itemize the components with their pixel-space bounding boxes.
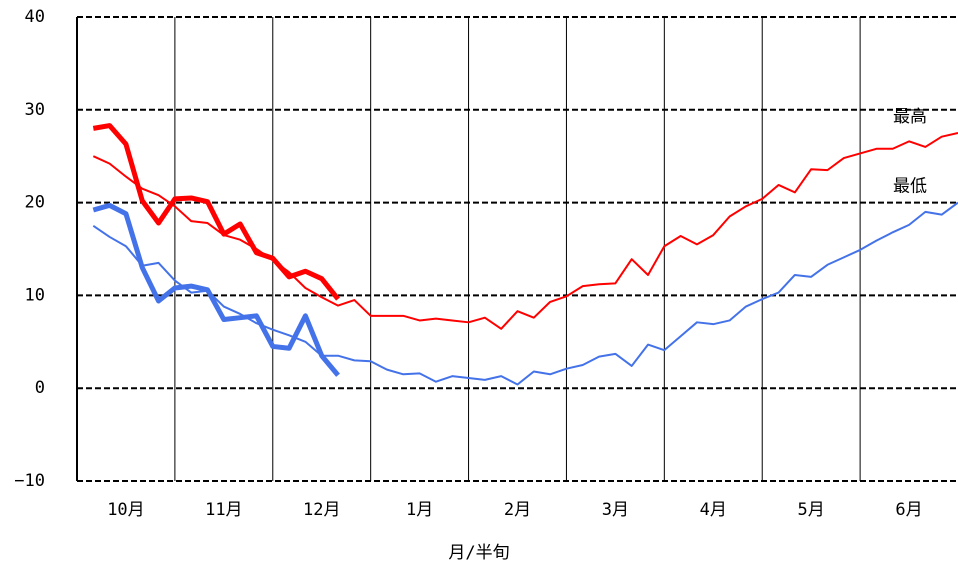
y-tick-label: 0 [35,378,45,398]
series-line [92,123,340,301]
y-tick-label: 40 [25,7,45,27]
x-tick-label: 5月 [798,500,825,520]
x-tick-label: 6月 [895,500,922,520]
series-line [92,202,340,377]
series-label: 最低 [893,177,927,197]
series-label: 最高 [893,107,927,127]
x-tick-label: 11月 [205,500,242,520]
x-tick-label: 12月 [303,500,340,520]
x-axis-label: 月/半旬 [448,543,509,563]
x-tick-label: 4月 [700,500,727,520]
x-tick-label: 2月 [504,500,531,520]
y-tick-label: 10 [25,285,45,305]
x-tick-label: 1月 [406,500,433,520]
series-line [92,201,958,386]
series-line [92,132,958,330]
y-tick-label: −10 [14,471,45,491]
y-tick-label: 30 [25,100,45,120]
x-tick-label: 3月 [602,500,629,520]
x-tick-label: 10月 [107,500,144,520]
y-tick-label: 20 [25,193,45,213]
